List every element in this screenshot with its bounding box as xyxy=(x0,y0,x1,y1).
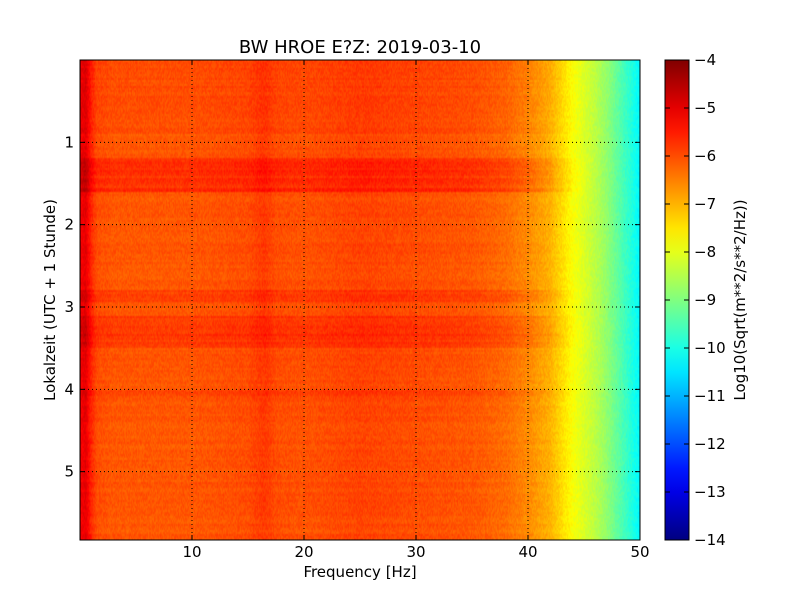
colorbar-ticks: −4 −5 −6 −7 −8 −9 −10 −11 −12 −13 −14 xyxy=(665,51,726,549)
x-tick-label: 20 xyxy=(294,543,313,561)
colorbar-tick-label: −9 xyxy=(694,291,716,309)
x-tick-label: 10 xyxy=(182,543,201,561)
y-tick-label: 3 xyxy=(64,298,74,316)
y-tick-label: 1 xyxy=(64,133,74,151)
colorbar-tick-label: −11 xyxy=(694,387,726,405)
y-tick-label: 2 xyxy=(64,216,74,234)
x-tick-label: 50 xyxy=(630,543,649,561)
colorbar-tick-label: −12 xyxy=(694,435,726,453)
plot-frame xyxy=(79,59,641,541)
y-tick-label: 4 xyxy=(64,380,74,398)
grid-lines xyxy=(80,60,640,540)
y-axis-label: Lokalzeit (UTC + 1 Stunde) xyxy=(41,199,59,401)
colorbar-tick-label: −8 xyxy=(694,243,716,261)
colorbar-tick-label: −13 xyxy=(694,483,726,501)
y-axis-ticks: 1 2 3 4 5 xyxy=(64,133,640,481)
x-axis-label: Frequency [Hz] xyxy=(303,563,416,581)
spectrogram-heatmap xyxy=(80,60,640,540)
colorbar-tick-label: −10 xyxy=(694,339,726,357)
colorbar-tick-label: −7 xyxy=(694,195,716,213)
colorbar-label: Log10(Sqrt(m**2/s**2/Hz)) xyxy=(731,199,749,400)
colorbar-tick-label: −4 xyxy=(694,51,716,69)
x-axis-ticks: 10 20 30 40 50 xyxy=(182,60,650,561)
x-tick-label: 40 xyxy=(518,543,537,561)
colorbar: −4 −5 −6 −7 −8 −9 −10 −11 −12 −13 −14 Log10(Sqrt(m… xyxy=(664,51,749,549)
colorbar-tick-label: −5 xyxy=(694,99,716,117)
y-tick-label: 5 xyxy=(64,463,74,481)
colorbar-tick-label: −14 xyxy=(694,531,726,549)
x-tick-label: 30 xyxy=(406,543,425,561)
chart-title: BW HROE E?Z: 2019-03-10 xyxy=(239,37,481,58)
plot-area: 10 20 30 40 50 1 2 3 4 5 xyxy=(64,59,650,561)
colorbar-tick-label: −6 xyxy=(694,147,716,165)
